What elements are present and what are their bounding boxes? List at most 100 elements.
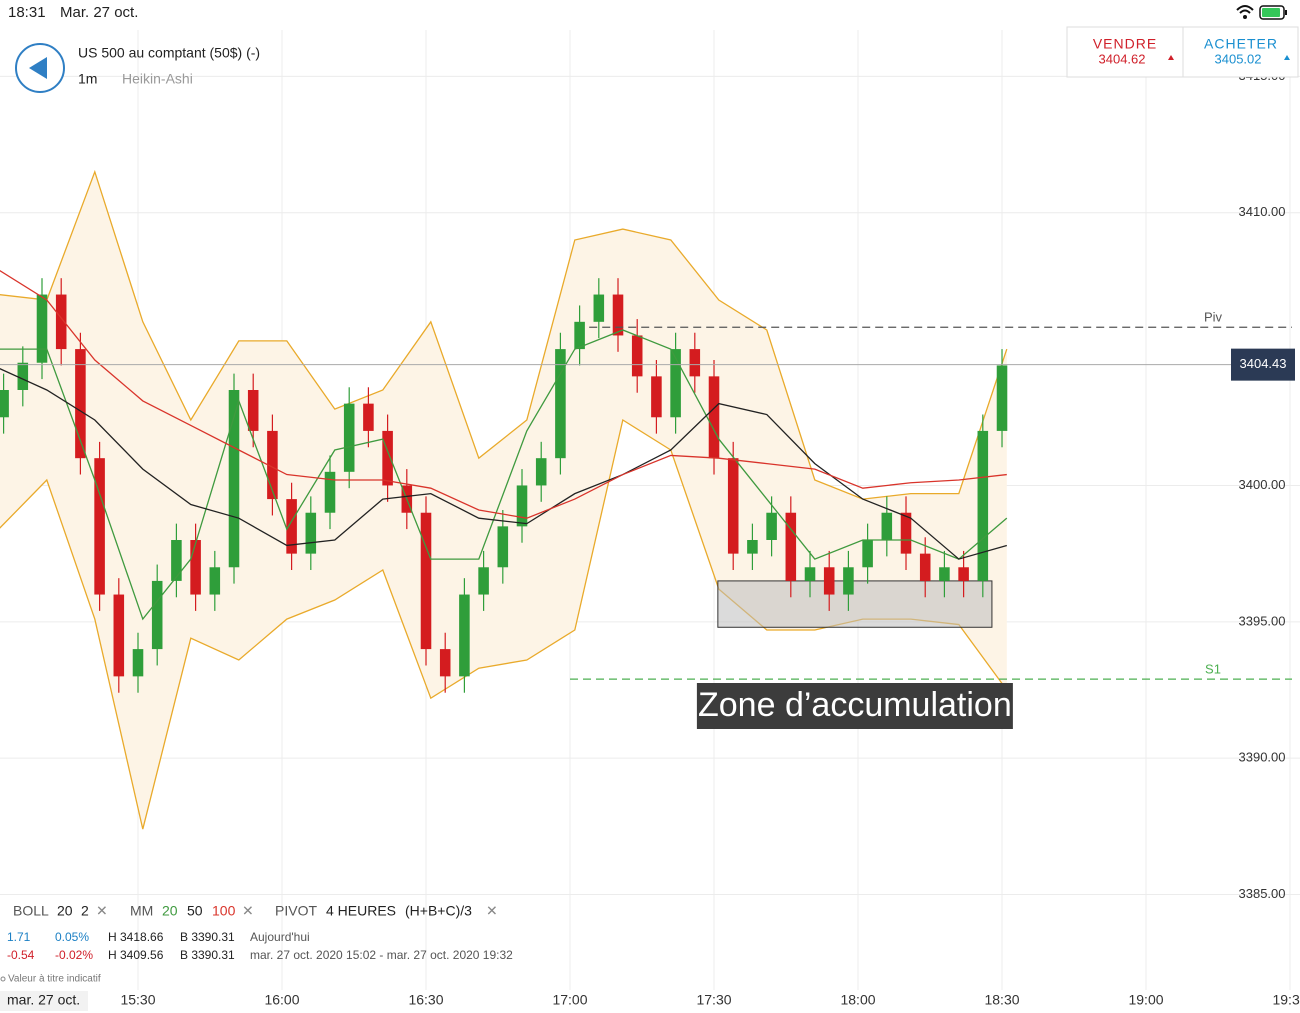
battery-tip [1285,10,1287,15]
indicator-param[interactable]: 20 [162,903,178,919]
candle-body [593,294,605,322]
zone-label: Zone d’accumulation [698,686,1012,724]
candle-body [151,580,163,650]
y-tick-label: 3385.00 [1239,886,1286,901]
chart-style[interactable]: Heikin-Ashi [122,71,193,87]
period: mar. 27 oct. 2020 15:02 - mar. 27 oct. 2… [250,948,513,962]
axis-date: mar. 27 oct. [7,992,80,1008]
candle-body [459,594,470,677]
date-badge [0,991,88,1011]
reference-label: Piv [1204,310,1223,325]
candle-body [612,294,624,336]
candle-body [113,594,125,677]
remove-icon[interactable]: ✕ [96,903,108,919]
candle-body [439,649,451,677]
candle-body [574,321,585,350]
disclaimer: Valeur à titre indicatif [8,974,101,985]
candle-body [747,540,758,554]
change: 1.71 [7,930,31,944]
low: B 3390.31 [180,948,235,962]
x-tick-label: 17:00 [552,992,587,1008]
status-time: 18:31 [8,4,46,21]
indicator-param[interactable]: 100 [212,903,236,919]
high: H 3409.56 [108,948,164,962]
candle-body [670,349,681,418]
band-upper [0,169,1008,500]
buy-label[interactable]: ACHETER [1204,36,1278,52]
candle-body [708,376,720,459]
indicator-name[interactable]: MM [130,903,153,919]
candle-body [958,567,969,581]
sell-arrow [1168,55,1174,60]
status-date: Mar. 27 oct. [60,4,138,21]
y-tick-label: 3400.00 [1239,477,1286,492]
high: H 3418.66 [108,930,164,944]
indicator-param[interactable]: 4 HEURES [326,903,396,919]
zone-label-bg [696,683,1013,729]
remove-icon[interactable]: ✕ [242,903,254,919]
buy-price[interactable]: 3405.02 [1215,51,1262,66]
x-tick-label: 15:30 [120,992,155,1008]
candle-body [420,512,432,650]
candle-body [843,567,854,595]
indicator-param[interactable]: (H+B+C)/3 [405,903,472,919]
candle-body [900,512,912,554]
low: B 3390.31 [180,930,235,944]
battery-icon [1259,5,1285,20]
x-tick-label: 17:30 [696,992,731,1008]
candle-body [324,471,336,513]
change-pct: -0.02% [55,948,93,962]
change-pct: 0.05% [55,930,89,944]
indicator-param[interactable]: 50 [187,903,203,919]
candle-body [94,458,105,595]
candle-body [75,349,86,459]
candle-body [36,294,48,363]
candle-body [382,430,393,486]
x-tick-label: 19:30 [1272,992,1300,1008]
candle-body [996,365,1008,431]
remove-icon[interactable]: ✕ [486,903,498,919]
candle-body [862,540,873,568]
stats: 1.71 0.05% H 3418.66 B 3390.31 Aujourd'h… [7,930,513,962]
indicator-name[interactable]: BOLL [13,903,49,919]
info-icon [0,976,6,982]
candle-body [631,335,643,377]
candle-body [804,567,816,581]
candle-body [766,512,777,540]
indicator-name[interactable]: PIVOT [275,903,317,919]
band-fill [0,171,1007,830]
candle-body [535,458,547,486]
indicator-param[interactable]: 20 [57,903,73,919]
candle-body [209,567,221,595]
candle-body [247,390,259,431]
candle-body [939,567,950,581]
y-tick-label: 3395.00 [1239,613,1286,628]
x-tick-label: 16:30 [408,992,443,1008]
candle-body [651,376,662,418]
wifi-icon [1243,15,1247,19]
candle-body [881,512,893,540]
interval[interactable]: 1m [78,71,97,87]
candle-body [286,499,297,554]
y-tick-label: 3390.00 [1239,750,1286,765]
x-tick-label: 16:00 [264,992,299,1008]
plot: Piv S1 Zone d’accumulation 3385.00 3390.00 33… [0,30,1300,1008]
candle-body [823,567,835,595]
candle-body [977,430,989,581]
sell-price[interactable]: 3404.62 [1099,51,1146,66]
candle-body [55,294,67,350]
candle-body [555,349,566,459]
candle-body [0,390,9,418]
back-icon[interactable] [29,57,47,79]
candle-body [478,567,489,595]
x-tick-label: 19:00 [1128,992,1163,1008]
indicator-param[interactable]: 2 [81,903,89,919]
candle-body [727,458,739,554]
candle-body [343,403,355,472]
price-badge-label: 3404.43 [1240,356,1287,371]
moving-average [0,269,1007,519]
sell-label[interactable]: VENDRE [1093,36,1157,52]
candle-body [171,540,182,581]
change: -0.54 [7,948,35,962]
